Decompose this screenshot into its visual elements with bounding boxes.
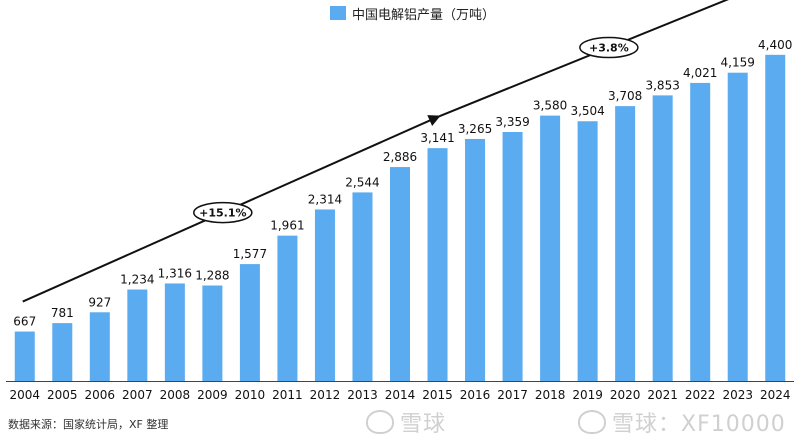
xueqiu-logo-icon	[366, 410, 394, 434]
x-tick-label-2013: 2013	[347, 388, 378, 402]
value-label-2019: 3,504	[570, 104, 604, 118]
value-label-2021: 3,853	[645, 78, 679, 92]
bar-2019	[577, 121, 598, 382]
bar-2023	[727, 72, 748, 381]
value-label-2013: 2,544	[345, 175, 379, 189]
x-tick-label-2007: 2007	[122, 388, 153, 402]
cagr-label-2: +3.8%	[589, 42, 629, 55]
value-label-2024: 4,400	[758, 38, 792, 52]
legend-swatch	[330, 6, 346, 20]
watermark-1: 雪球	[366, 406, 446, 438]
value-label-2020: 3,708	[608, 89, 642, 103]
cagr-label-1: +15.1%	[199, 207, 246, 220]
x-tick-label-2009: 2009	[197, 388, 228, 402]
bar-2015	[427, 148, 448, 381]
watermark-1-text: 雪球	[400, 412, 447, 437]
bar-2004	[14, 331, 35, 381]
legend: 中国电解铝产量（万吨）	[330, 4, 496, 23]
value-label-2006: 927	[88, 295, 111, 309]
value-label-2017: 3,359	[495, 115, 529, 129]
value-label-2016: 3,265	[458, 122, 492, 136]
x-tick-label-2014: 2014	[385, 388, 416, 402]
x-tick-label-2020: 2020	[610, 388, 641, 402]
value-label-2009: 1,288	[195, 269, 229, 283]
bar-2010	[239, 264, 260, 381]
value-label-2004: 667	[13, 315, 36, 329]
bar-2009	[202, 285, 223, 381]
x-tick-label-2021: 2021	[647, 388, 678, 402]
x-tick-label-2017: 2017	[497, 388, 528, 402]
bar-2016	[465, 138, 486, 381]
legend-label: 中国电解铝产量（万吨）	[352, 7, 496, 23]
value-label-2010: 1,577	[233, 247, 267, 261]
value-label-2011: 1,961	[270, 219, 304, 233]
cagr-badge-2	[579, 36, 639, 59]
value-label-2014: 2,886	[383, 150, 417, 164]
x-tick-label-2008: 2008	[160, 388, 191, 402]
x-tick-label-2024: 2024	[760, 388, 791, 402]
value-label-2018: 3,580	[533, 99, 567, 113]
bar-2024	[765, 54, 786, 382]
bar-2011	[277, 235, 298, 381]
xueqiu-logo-icon	[578, 410, 606, 434]
value-label-2008: 1,316	[158, 266, 192, 280]
value-label-2005: 781	[51, 306, 74, 320]
bar-2018	[540, 115, 561, 382]
data-source-note: 数据来源：国家统计局，XF 整理	[8, 418, 169, 431]
value-label-2023: 4,159	[721, 56, 755, 70]
x-tick-label-2005: 2005	[47, 388, 78, 402]
bar-2006	[89, 312, 110, 381]
cagr-badge-1	[193, 201, 253, 224]
bar-2005	[52, 323, 73, 381]
bar-2014	[390, 167, 410, 381]
bar-2017	[502, 131, 523, 381]
bar-2008	[164, 283, 185, 381]
x-tick-label-2004: 2004	[9, 388, 40, 402]
bar-2013	[352, 192, 373, 381]
x-tick-label-2012: 2012	[310, 388, 341, 402]
value-label-2012: 2,314	[308, 192, 342, 206]
bar-2021	[652, 95, 673, 382]
x-tick-label-2010: 2010	[235, 388, 266, 402]
bar-2012	[314, 209, 335, 381]
x-tick-label-2016: 2016	[460, 388, 491, 402]
x-tick-label-2019: 2019	[572, 388, 603, 402]
x-tick-label-2015: 2015	[422, 388, 453, 402]
watermark-2-text: 雪球：XF10000	[612, 412, 786, 437]
x-tick-label-2018: 2018	[535, 388, 566, 402]
value-label-2007: 1,234	[120, 273, 154, 287]
x-tick-label-2011: 2011	[272, 388, 303, 402]
x-tick-label-2023: 2023	[722, 388, 753, 402]
bar-2020	[615, 106, 636, 381]
value-label-2015: 3,141	[420, 131, 454, 145]
x-tick-label-2006: 2006	[85, 388, 116, 402]
x-tick-label-2022: 2022	[685, 388, 716, 402]
bar-2022	[690, 82, 711, 382]
bar-2007	[127, 289, 148, 381]
value-label-2022: 4,021	[683, 66, 717, 80]
watermark-2: 雪球：XF10000	[578, 406, 786, 438]
